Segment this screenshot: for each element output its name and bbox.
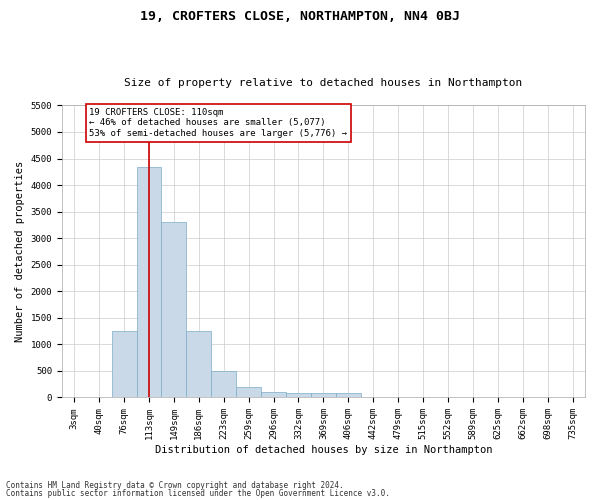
Bar xyxy=(261,392,286,398)
Bar xyxy=(112,331,137,398)
X-axis label: Distribution of detached houses by size in Northampton: Distribution of detached houses by size … xyxy=(155,445,492,455)
Bar xyxy=(286,394,311,398)
Bar xyxy=(137,166,161,398)
Text: 19 CROFTERS CLOSE: 110sqm
← 46% of detached houses are smaller (5,077)
53% of se: 19 CROFTERS CLOSE: 110sqm ← 46% of detac… xyxy=(89,108,347,138)
Bar xyxy=(161,222,187,398)
Bar xyxy=(236,387,261,398)
Text: Contains HM Land Registry data © Crown copyright and database right 2024.: Contains HM Land Registry data © Crown c… xyxy=(6,481,344,490)
Y-axis label: Number of detached properties: Number of detached properties xyxy=(15,161,25,342)
Text: 19, CROFTERS CLOSE, NORTHAMPTON, NN4 0BJ: 19, CROFTERS CLOSE, NORTHAMPTON, NN4 0BJ xyxy=(140,10,460,23)
Text: Contains public sector information licensed under the Open Government Licence v3: Contains public sector information licen… xyxy=(6,488,390,498)
Bar xyxy=(187,331,211,398)
Bar xyxy=(211,371,236,398)
Bar xyxy=(311,394,336,398)
Title: Size of property relative to detached houses in Northampton: Size of property relative to detached ho… xyxy=(124,78,523,88)
Bar xyxy=(336,394,361,398)
